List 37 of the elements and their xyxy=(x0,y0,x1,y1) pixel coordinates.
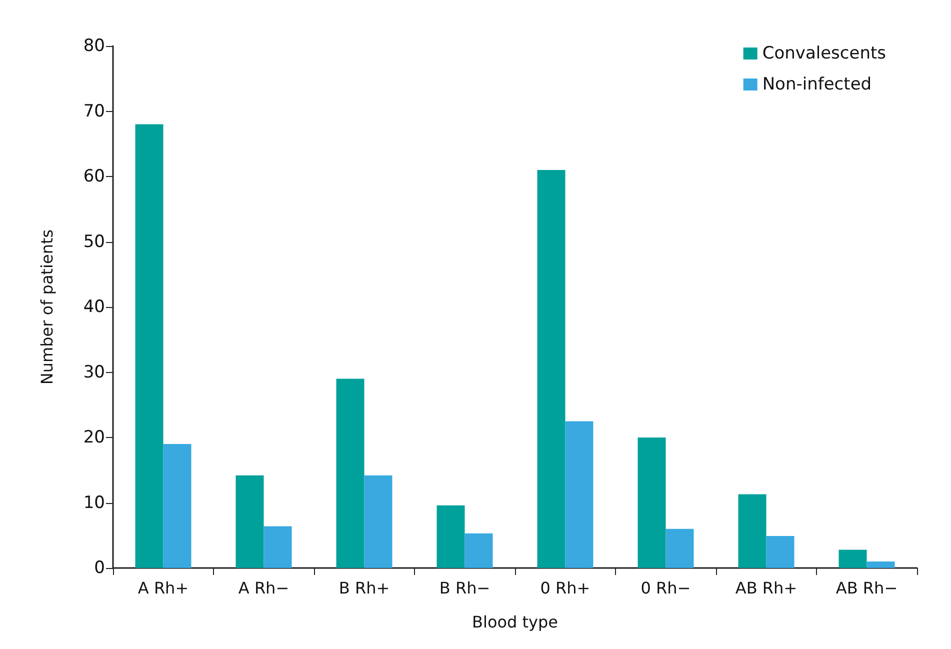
y-tick-label: 30 xyxy=(83,362,105,382)
y-tick-label: 40 xyxy=(83,297,105,317)
x-tick-label: B Rh+ xyxy=(338,578,390,598)
y-tick-label: 0 xyxy=(94,558,105,578)
y-tick-label: 70 xyxy=(83,101,105,122)
bar xyxy=(638,438,666,568)
bar xyxy=(866,561,895,568)
x-tick-label: 0 Rh− xyxy=(640,578,691,598)
y-tick-label: 80 xyxy=(83,36,105,56)
x-tick-label: A Rh− xyxy=(238,578,290,598)
x-tick-label: 0 Rh+ xyxy=(540,578,590,598)
bar xyxy=(364,475,392,568)
bar xyxy=(838,550,867,568)
bar xyxy=(264,526,292,568)
bar xyxy=(537,170,566,568)
bar xyxy=(436,505,465,568)
y-axis-title: Number of patients xyxy=(38,229,56,385)
bar xyxy=(565,421,594,568)
y-tick-label: 20 xyxy=(83,428,105,448)
bar xyxy=(336,378,364,568)
bar xyxy=(738,494,766,568)
y-tick-label: 10 xyxy=(83,492,105,513)
bar xyxy=(766,536,794,568)
bar xyxy=(163,444,192,568)
legend-label: Non-infected xyxy=(762,74,872,94)
x-tick-label: B Rh− xyxy=(439,578,490,598)
legend-label: Convalescents xyxy=(762,44,886,64)
bar xyxy=(666,528,694,568)
x-tick-label: A Rh+ xyxy=(138,578,189,598)
y-tick-label: 50 xyxy=(83,232,105,252)
x-tick-label: AB Rh− xyxy=(836,578,898,598)
bar xyxy=(236,475,264,568)
y-tick-label: 60 xyxy=(83,166,105,186)
bar xyxy=(464,533,493,568)
bar xyxy=(135,124,164,568)
x-axis-title: Blood type xyxy=(472,612,558,632)
x-tick-label: AB Rh+ xyxy=(735,578,798,598)
